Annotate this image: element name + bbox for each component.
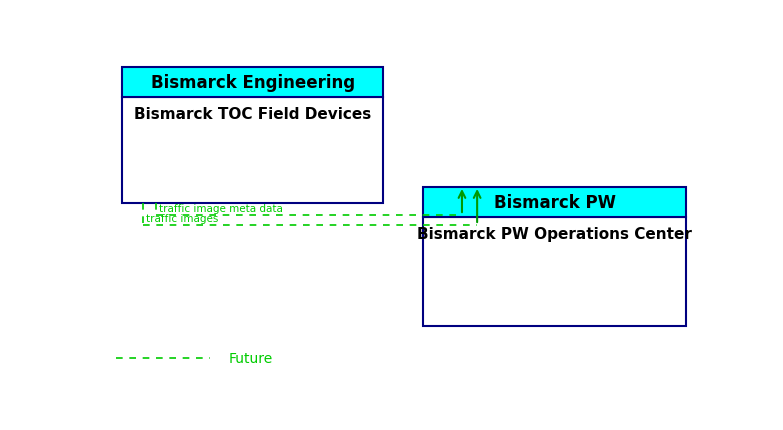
Bar: [423, 218, 687, 326]
Bar: [122, 68, 383, 98]
Bar: [423, 187, 687, 218]
Text: traffic image meta data: traffic image meta data: [158, 204, 283, 214]
Text: Bismarck TOC Field Devices: Bismarck TOC Field Devices: [134, 106, 371, 121]
Bar: [122, 98, 383, 204]
Text: Bismarck Engineering: Bismarck Engineering: [150, 74, 355, 92]
Text: Bismarck PW: Bismarck PW: [493, 194, 615, 212]
Text: Bismarck PW Operations Center: Bismarck PW Operations Center: [417, 227, 692, 242]
Text: traffic images: traffic images: [146, 214, 218, 224]
Text: Future: Future: [229, 351, 272, 365]
